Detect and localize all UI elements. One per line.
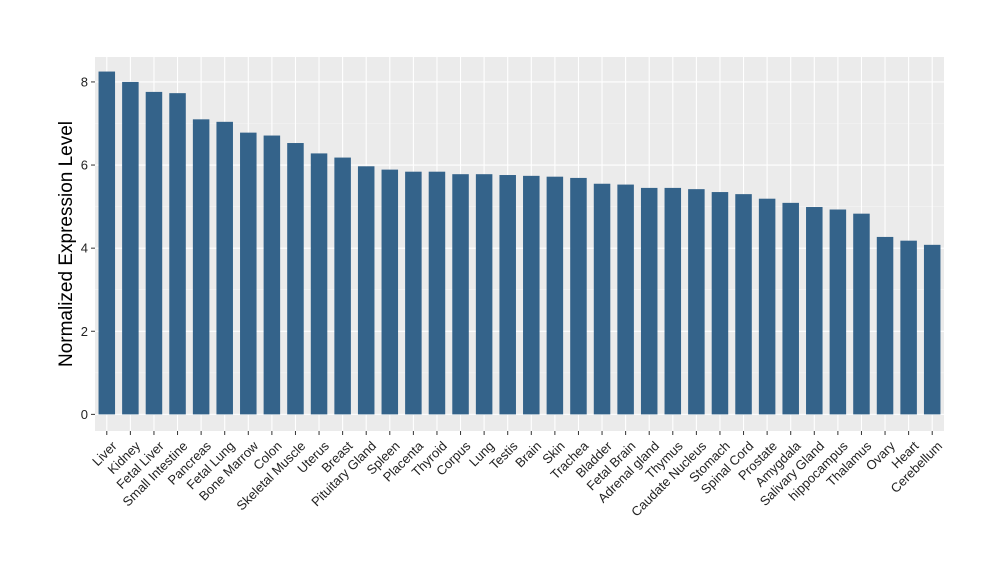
bar-pituitary-gland <box>357 166 375 415</box>
bar-skeletal-muscle <box>287 143 304 415</box>
bar-fetal-lung <box>216 121 233 415</box>
bar-placenta <box>405 171 422 415</box>
bar-fetal-brain <box>617 184 634 415</box>
bar-amygdala <box>782 202 799 415</box>
bar-kidney <box>122 81 139 415</box>
bar-lung <box>475 174 493 415</box>
y-tick-label: 2 <box>81 324 88 339</box>
bar-salivary-gland <box>806 207 823 415</box>
bar-thalamus <box>853 213 870 415</box>
bar-ovary <box>876 236 894 415</box>
bar-small-intestine <box>169 93 186 415</box>
bar-spinal-cord <box>735 194 752 415</box>
bar-corpus <box>452 174 469 415</box>
bar-testis <box>499 175 516 415</box>
bar-colon <box>263 135 281 415</box>
bar-thymus <box>664 187 682 415</box>
bar-skin <box>546 176 564 415</box>
y-axis-title: Normalized Expression Level <box>56 121 77 367</box>
bar-pancreas <box>192 119 210 415</box>
bar-liver <box>98 71 116 415</box>
bar-heart <box>900 240 917 415</box>
y-tick-label: 4 <box>81 241 88 256</box>
bar-hippocampus <box>829 209 847 415</box>
y-axis: 0 2 4 6 8 <box>81 74 95 422</box>
bars <box>98 71 941 415</box>
bar-adrenal-gland <box>640 187 658 415</box>
bar-stomach <box>711 192 729 415</box>
y-tick-label: 0 <box>81 407 88 422</box>
x-tick-label: Brain <box>512 438 544 470</box>
y-tick-label: 8 <box>81 74 88 89</box>
y-tick-label: 6 <box>81 158 88 173</box>
bar-prostate <box>758 198 776 415</box>
bar-cerebellum <box>923 244 941 415</box>
bar-caudate-nucleus <box>688 189 705 415</box>
bar-fetal-liver <box>145 91 163 415</box>
bar-brain <box>523 175 540 415</box>
bar-bone-marrow <box>240 132 257 415</box>
bar-breast <box>334 157 351 415</box>
plot-panel <box>95 57 944 431</box>
bar-spleen <box>381 169 399 415</box>
bar-bladder <box>593 183 611 415</box>
bar-thyroid <box>428 171 446 415</box>
bar-uterus <box>310 153 328 415</box>
bar-trachea <box>570 177 587 415</box>
